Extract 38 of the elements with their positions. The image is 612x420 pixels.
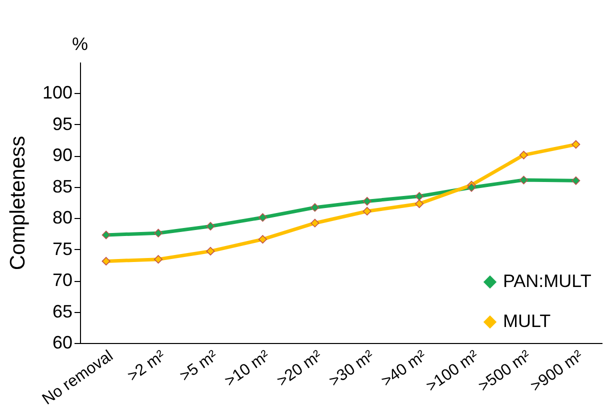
- point: [310, 218, 320, 228]
- legend-label: PAN:MULT: [503, 271, 592, 291]
- point: [415, 199, 424, 208]
- point: [258, 213, 267, 222]
- point: [154, 228, 163, 238]
- y-tick-label: 95: [52, 114, 72, 134]
- point: [415, 192, 424, 201]
- point: [102, 256, 110, 266]
- point: [362, 196, 372, 206]
- point: [467, 183, 476, 192]
- y-tick-label: 100: [42, 82, 72, 103]
- point: [206, 222, 215, 230]
- point: [154, 255, 163, 264]
- x-tick-label: >30 m²: [326, 347, 378, 390]
- point: [362, 206, 372, 216]
- text: %: [72, 34, 88, 54]
- y-tick-label: 90: [52, 145, 72, 166]
- point: [102, 230, 110, 240]
- y-tick-label: 80: [52, 208, 72, 228]
- point: [519, 176, 528, 184]
- y-tick-label: 60: [52, 332, 72, 352]
- x-tick-label: >10 m²: [222, 347, 274, 390]
- y-tick-label: 70: [52, 270, 72, 290]
- point: [310, 203, 320, 212]
- x-tick-label: >5 m²: [177, 347, 222, 386]
- x-tick-label: >20 m²: [274, 347, 326, 390]
- point: [206, 246, 215, 256]
- y-axis-title: Completeness: [6, 136, 30, 270]
- point: [572, 140, 580, 149]
- legend-label: MULT: [503, 311, 551, 331]
- x-tick-label: >2 m²: [124, 347, 170, 386]
- point: [572, 176, 580, 185]
- y-tick-label: 85: [52, 176, 72, 196]
- y-tick-label: 75: [52, 238, 72, 259]
- y-tick-label: 65: [52, 301, 72, 322]
- point: [519, 150, 528, 160]
- x-tick-label: >900 m²: [528, 347, 587, 396]
- point: [258, 235, 267, 244]
